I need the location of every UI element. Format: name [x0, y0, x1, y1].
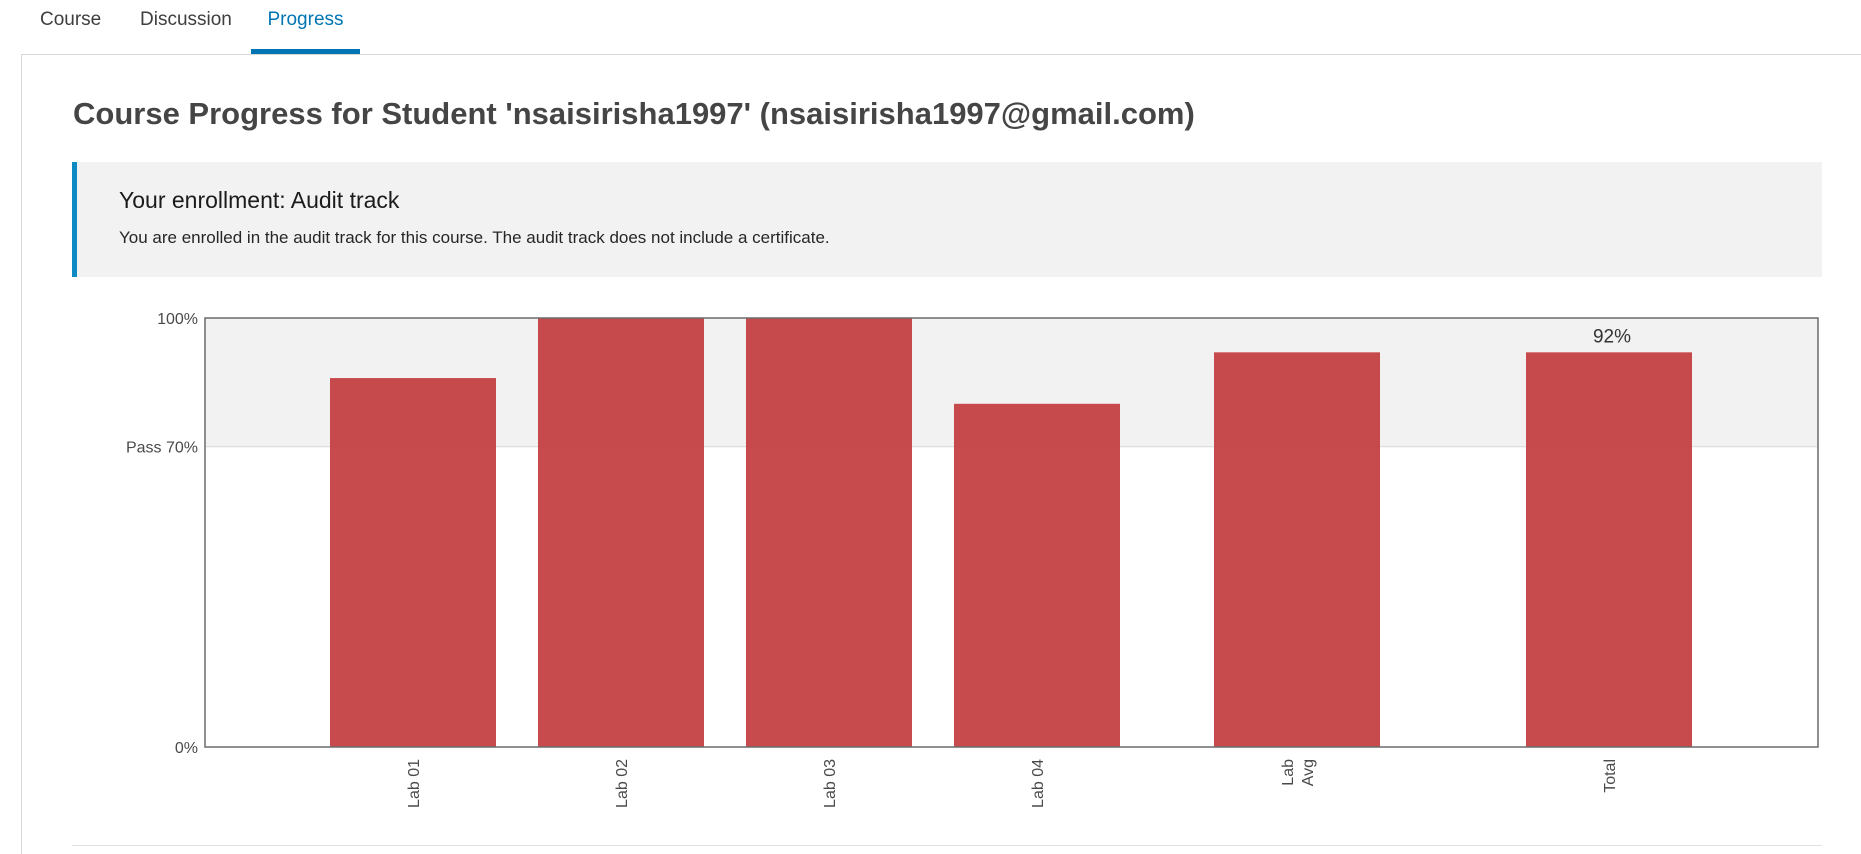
bar-lab-03 [746, 318, 912, 747]
tab-discussion[interactable]: Discussion [140, 9, 232, 30]
bar-lab-01 [330, 378, 496, 747]
y-tick-label: 0% [175, 740, 198, 757]
plot-frame [204, 317, 1819, 748]
bar-lab-04 [954, 403, 1120, 747]
enrollment-notice: Your enrollment: Audit track You are enr… [72, 162, 1822, 277]
x-tick-label-line: Lab [1280, 759, 1297, 786]
x-tick-label-group: Lab Avg [1280, 759, 1317, 786]
bar-lab-avg [1214, 352, 1380, 747]
enrollment-title: Your enrollment: Audit track [119, 187, 400, 213]
enrollment-text: You are enrolled in the audit track for … [119, 228, 830, 247]
course-tabs: Course Discussion Progress [0, 0, 1861, 54]
x-tick-label-group: Lab 04 [1030, 759, 1047, 808]
y-tick-label: Pass 70% [126, 440, 198, 457]
bar-lab-02 [538, 318, 704, 747]
tab-progress[interactable]: Progress [251, 0, 360, 54]
x-tick-label: Lab 04 [1030, 759, 1047, 808]
tab-course[interactable]: Course [40, 9, 102, 30]
bar-total [1526, 352, 1692, 747]
x-tick-label: Lab 03 [822, 759, 839, 808]
x-tick-label: Lab 01 [406, 759, 423, 808]
x-tick-label-group: Lab 03 [822, 759, 839, 808]
x-tick-label: Total [1602, 759, 1619, 793]
x-tick-label-line: Avg [1300, 759, 1317, 786]
x-tick-label-group: Lab 02 [614, 759, 631, 808]
page-title: Course Progress for Student 'nsaisirisha… [73, 96, 1195, 131]
x-tick-label-group: Lab 01 [406, 759, 423, 808]
data-label-total: 92% [1593, 326, 1631, 347]
progress-panel [21, 54, 1861, 854]
x-tick-label: Lab Avg [1280, 759, 1317, 786]
x-tick-label: Lab 02 [614, 759, 631, 808]
divider [72, 845, 1822, 846]
y-tick-label: 100% [157, 311, 198, 328]
x-tick-label-group: Total [1602, 759, 1619, 793]
